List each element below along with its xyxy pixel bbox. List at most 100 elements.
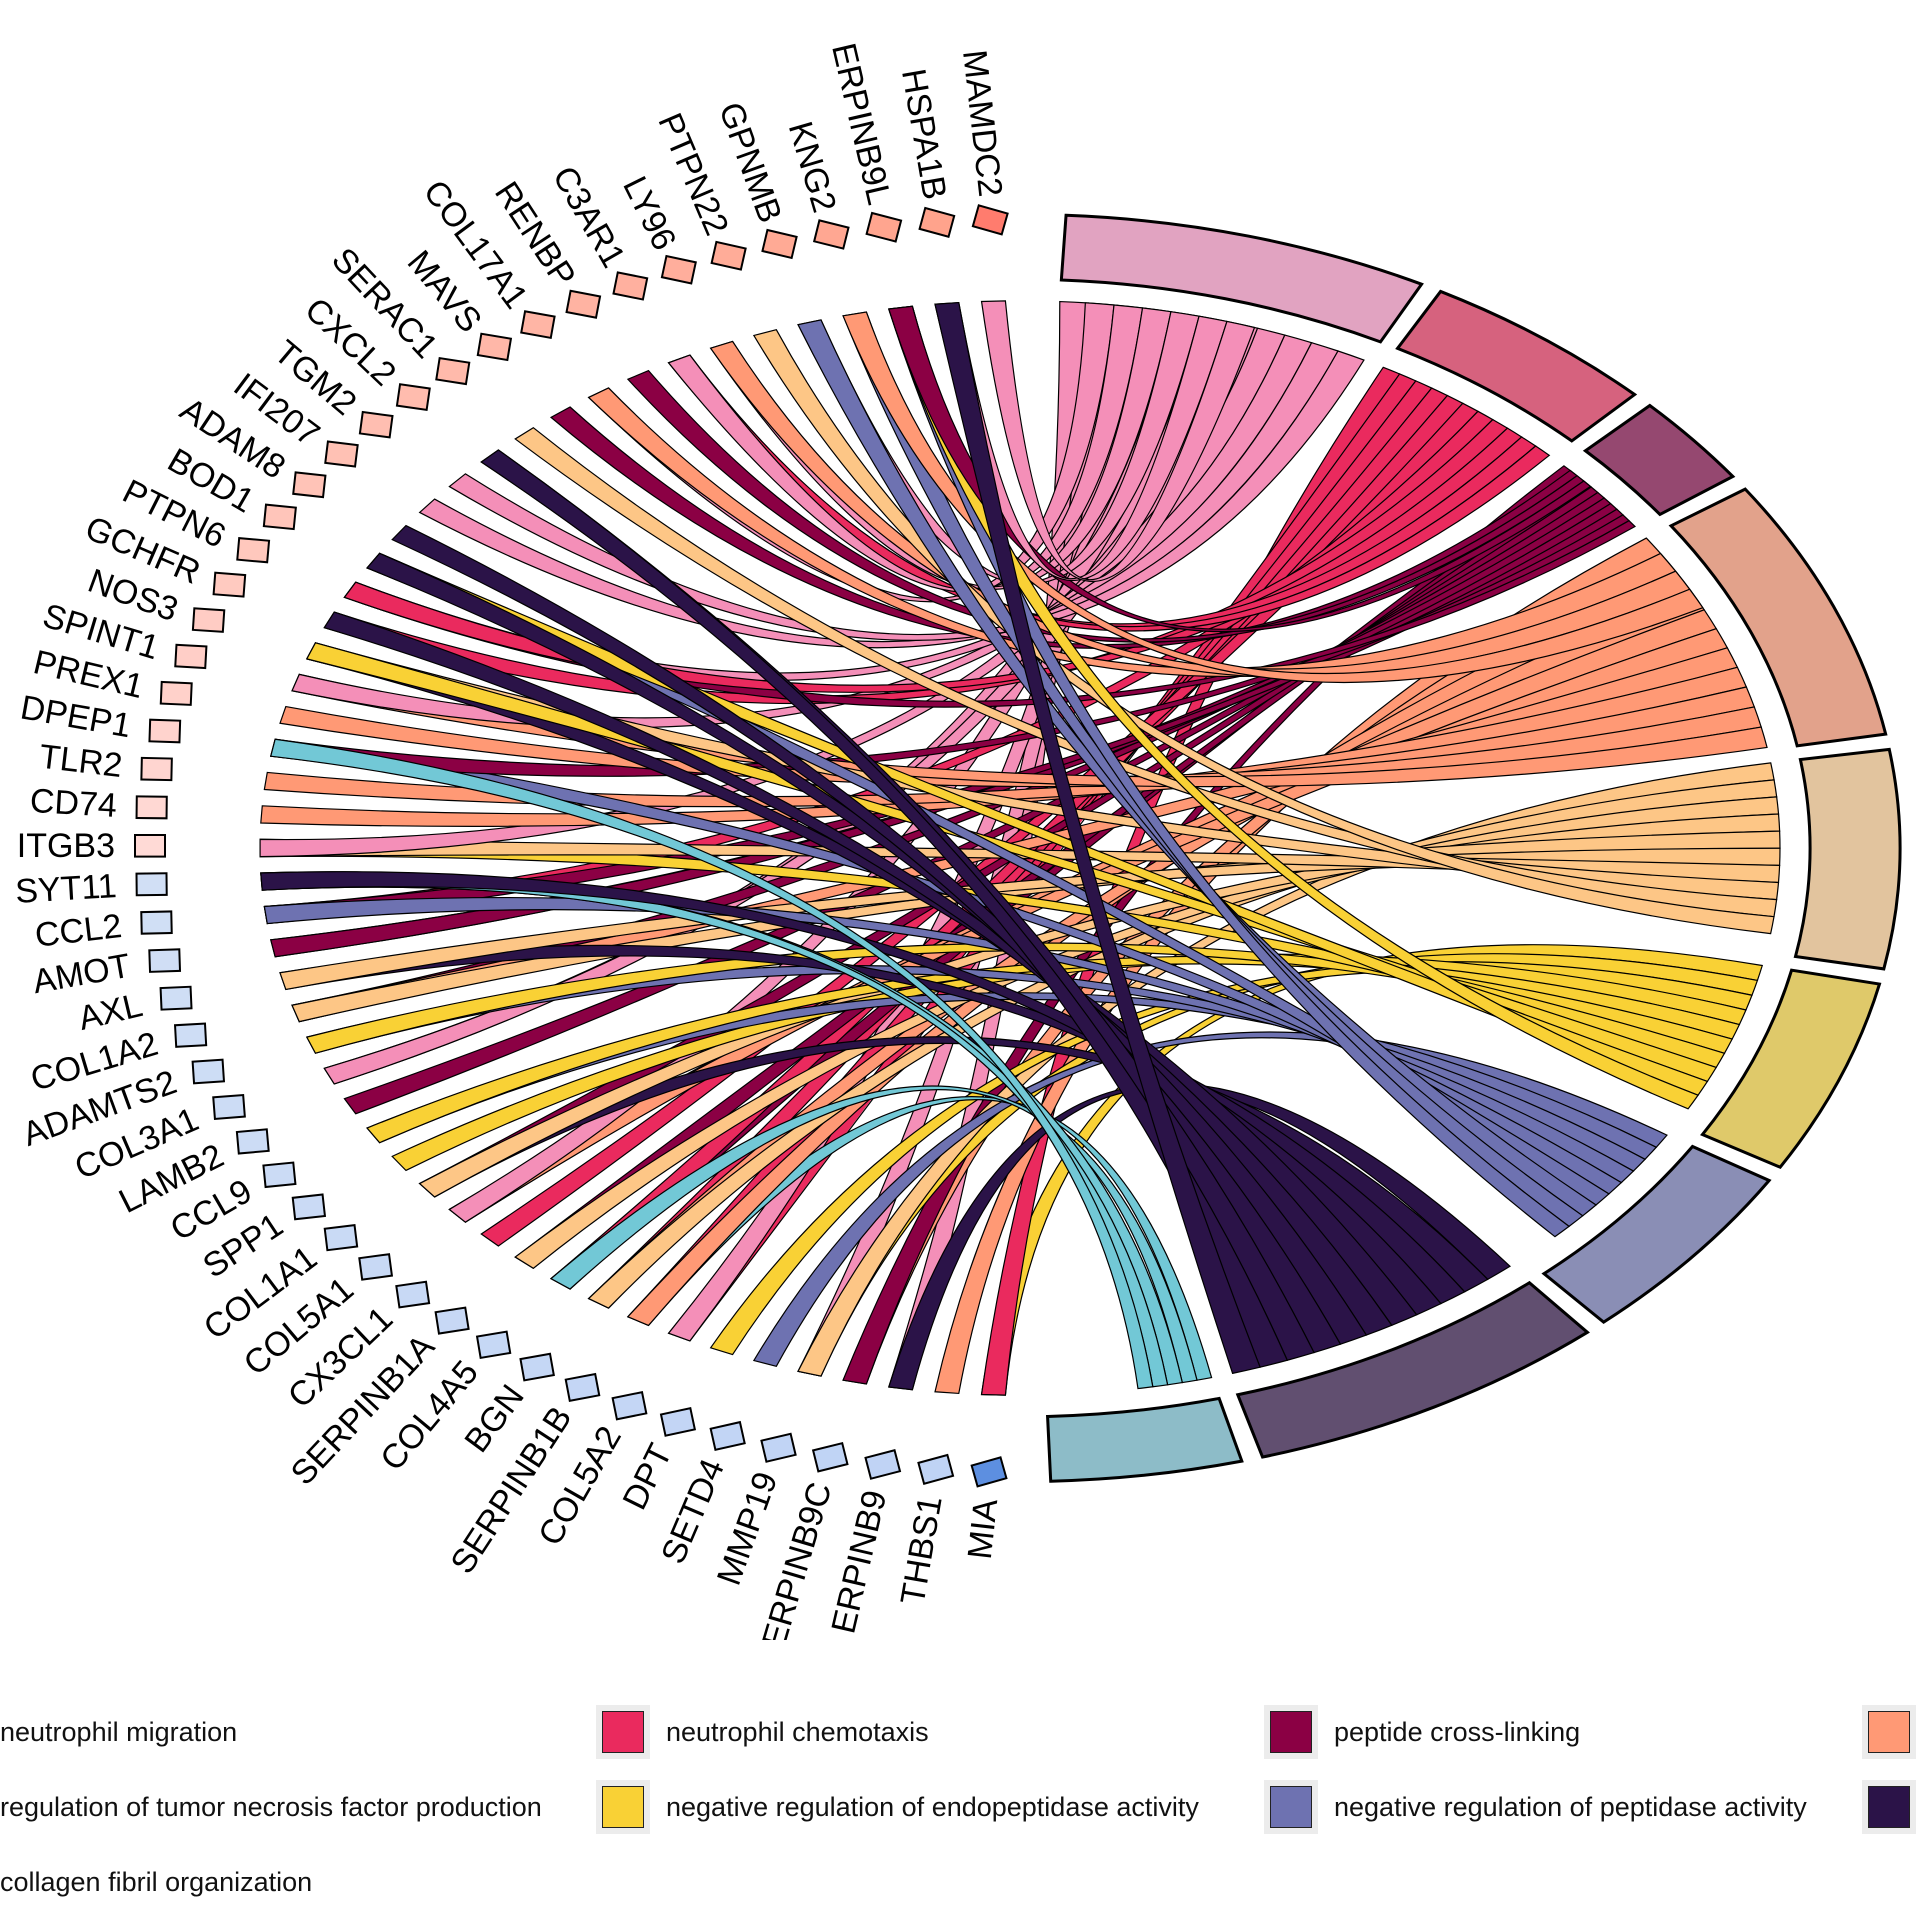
gene-box — [358, 1253, 394, 1281]
term-band — [1793, 747, 1902, 971]
term-band — [1059, 213, 1424, 344]
legend-item: regulation of tumor necrosis factor prod… — [0, 1775, 542, 1839]
gene-box — [235, 1128, 270, 1155]
term-band — [1700, 968, 1882, 1170]
gene-label: CD74 — [29, 782, 118, 825]
gene-box — [262, 503, 297, 531]
gene-box — [761, 228, 798, 260]
gene-box — [159, 985, 193, 1011]
chord-ribbon — [323, 611, 1393, 1336]
gene-label: THBS1 — [894, 1493, 950, 1607]
chord-ribbon — [934, 301, 1261, 1375]
legend-item: negative regulation of peptidase activit… — [1264, 1775, 1807, 1839]
legend-item: collagen fibril organization — [0, 1850, 312, 1914]
chord-ribbon — [797, 319, 1597, 1217]
legend-label: neutrophil chemotaxis — [666, 1716, 929, 1747]
gene-box — [475, 1330, 512, 1360]
legend-swatch — [1264, 1780, 1318, 1834]
gene-box — [565, 289, 602, 319]
gene-box — [212, 1093, 246, 1120]
chord-ribbon — [270, 738, 1623, 1195]
gene-box — [140, 910, 173, 935]
chord-ribbon — [626, 1096, 1213, 1381]
chord-ribbon — [418, 341, 1339, 649]
gene-box — [236, 537, 271, 564]
gene-box — [476, 332, 513, 362]
gene-label: ERPINB9 — [824, 1487, 894, 1637]
term-band — [1668, 487, 1888, 748]
chord-ribbon — [391, 524, 1342, 1354]
legend-item — [1862, 1775, 1920, 1839]
gene-box — [173, 1022, 208, 1048]
chord-ribbon — [587, 387, 1677, 678]
chord-ribbon — [259, 838, 1726, 1069]
chord-ribbon — [626, 369, 1585, 643]
gene-label: CCL2 — [33, 907, 124, 955]
gene-box — [812, 219, 850, 250]
gene-box — [291, 1193, 327, 1221]
legend-item: peptide cross-linking — [1264, 1700, 1581, 1764]
gene-box — [659, 1407, 697, 1437]
legend-item: neutrophil migration — [0, 1700, 237, 1764]
term-band — [1582, 403, 1736, 517]
gene-box — [611, 1391, 648, 1421]
gene-box — [262, 1161, 297, 1189]
chord-ribbon — [305, 965, 1647, 1172]
gene-box — [358, 410, 394, 439]
gene-box — [865, 211, 903, 243]
chord-ribbon — [888, 305, 1571, 1238]
legend-item — [1862, 1700, 1920, 1764]
gene-box — [970, 1456, 1008, 1488]
gene-box — [212, 571, 247, 598]
chord-ribbon — [279, 944, 1466, 1305]
legend-label: negative regulation of endopeptidase act… — [666, 1791, 1199, 1822]
chord-ribbon — [366, 552, 1709, 1096]
legend-label: peptide cross-linking — [1334, 1716, 1581, 1747]
gene-box — [148, 718, 182, 744]
gene-label: MAMDC2 — [955, 48, 1009, 199]
chord-ribbon — [263, 686, 1756, 808]
gene-box — [323, 1223, 359, 1252]
gene-label: DPT — [616, 1438, 680, 1516]
term-band — [1235, 1280, 1590, 1459]
gene-box — [612, 271, 649, 301]
gene-box — [918, 206, 956, 238]
gene-label: HSPA1B — [894, 66, 954, 202]
legend-label: collagen fibril organization — [0, 1866, 313, 1897]
chord-ribbon — [980, 300, 1256, 582]
legend-label: neutrophil migration — [0, 1716, 238, 1747]
chord-ribbon — [480, 449, 1289, 1368]
gene-label: TLR2 — [37, 738, 124, 785]
term-band — [1395, 289, 1638, 443]
legend-swatch — [1264, 1705, 1318, 1759]
legend-swatch — [596, 1705, 650, 1759]
gene-box — [971, 204, 1009, 236]
gene-box — [917, 1453, 955, 1485]
legend-swatch — [1862, 1780, 1916, 1834]
legend-swatch — [1862, 1705, 1916, 1759]
legend-swatch — [596, 1780, 650, 1834]
gene-box — [140, 756, 173, 782]
chord-diagram: MIATHBS1ERPINB9SERPINB9CMMP19SETD4DPTCOL… — [14, 40, 1902, 1640]
chord-ribbon — [343, 519, 1636, 708]
legend-item: negative regulation of endopeptidase act… — [596, 1775, 1199, 1839]
gene-box — [159, 680, 193, 706]
gene-box — [135, 795, 168, 820]
chord-ribbon — [366, 955, 1741, 1144]
gene-box — [395, 1280, 431, 1309]
chord-ribbon — [366, 552, 1368, 1345]
gene-box — [174, 643, 208, 670]
gene-box — [191, 1058, 226, 1085]
chord-ribbon — [842, 311, 1704, 683]
gene-box — [864, 1449, 902, 1480]
chord-ribbon — [305, 642, 1418, 1327]
gene-box — [660, 254, 697, 285]
gene-box — [324, 440, 359, 468]
gene-box — [395, 383, 431, 412]
gene-box — [760, 1432, 797, 1463]
gene-box — [709, 1420, 746, 1451]
gene-box — [564, 1372, 601, 1403]
gene-label: MIA — [961, 1497, 1006, 1562]
term-arc-bands — [1045, 213, 1902, 1483]
gene-box — [292, 471, 327, 499]
